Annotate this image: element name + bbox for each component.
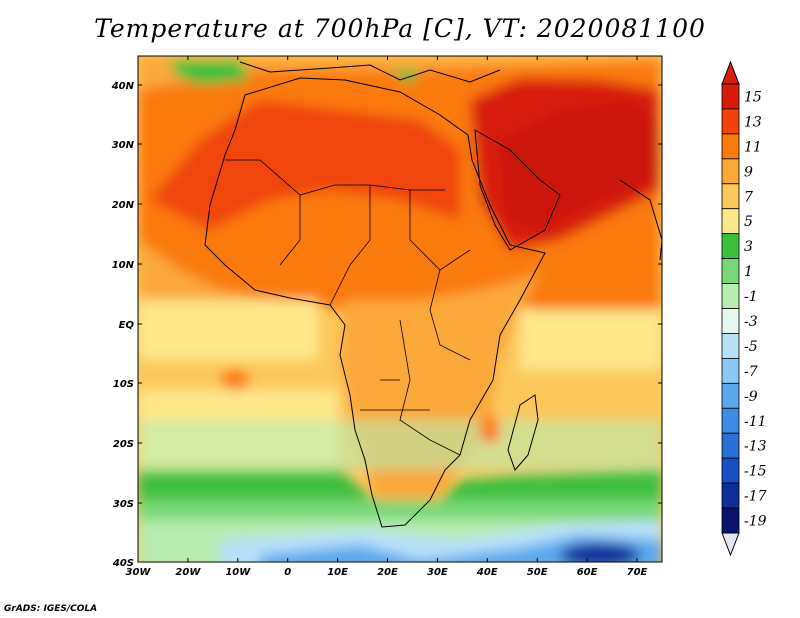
lat-tick-label: 30N xyxy=(112,140,135,151)
madagascar-spot xyxy=(480,416,500,444)
colorbar-swatch xyxy=(721,382,740,409)
map-title: Temperature at 700hPa [C], VT: 202008110… xyxy=(94,14,706,43)
lon-tick-label: 60E xyxy=(577,567,598,578)
lat-axis: 40N 30N 20N 10N EQ 10S 20S 30S 40S xyxy=(111,81,662,569)
lat-tick-label: EQ xyxy=(119,320,135,331)
colorbar-swatch xyxy=(721,158,740,185)
equatorial-band-west xyxy=(138,300,318,360)
colorbar-label: 13 xyxy=(744,114,762,130)
colorbar-label: -3 xyxy=(744,314,758,330)
africa-coastline xyxy=(204,77,546,528)
atlantic-spot xyxy=(221,370,249,390)
colorbar-label: -9 xyxy=(744,389,758,405)
colorbar-label: -15 xyxy=(744,464,767,480)
colorbar-bottom-arrow xyxy=(721,532,740,557)
country-borders xyxy=(225,159,471,456)
colorbar-label: -7 xyxy=(744,364,758,380)
lon-tick-label: 40E xyxy=(476,567,498,578)
colorbar-label: 11 xyxy=(744,139,762,155)
colorbar-top-arrow xyxy=(721,60,740,85)
colorbar-swatch xyxy=(721,133,740,160)
lat-tick-label: 20N xyxy=(112,200,135,211)
lon-tick-label: 10W xyxy=(225,567,251,578)
colorbar-swatch xyxy=(721,83,740,110)
colorbar-swatch xyxy=(721,208,740,235)
colorbar-swatch xyxy=(721,308,740,334)
equatorial-band-east xyxy=(520,310,662,370)
colorbar-swatch xyxy=(721,357,740,384)
europe-west-green xyxy=(170,60,250,85)
colorbar-label: -5 xyxy=(744,339,758,355)
lon-tick-label: 30E xyxy=(427,567,448,578)
colorbar-label: -19 xyxy=(744,514,767,530)
cold-core xyxy=(560,543,640,562)
arabia-coastline xyxy=(474,129,561,251)
india-coastline xyxy=(619,179,662,261)
lat-tick-label: 30S xyxy=(113,499,134,510)
lon-tick-label: 20W xyxy=(175,567,201,578)
south-pale-green xyxy=(138,420,662,470)
colorbar-label: -1 xyxy=(744,289,758,305)
lat-tick-label: 10S xyxy=(113,379,134,390)
colorbar-swatch xyxy=(721,258,740,284)
lon-tick-label: 20E xyxy=(377,567,398,578)
arabia-core xyxy=(500,100,660,230)
sahara-hot-region xyxy=(150,100,460,230)
madagascar-coastline xyxy=(507,394,539,471)
colorbar-swatch xyxy=(721,482,740,509)
lon-axis: 30W 20W 10W 0 10E 20E 30E 40E 50E 60E 70E xyxy=(126,56,648,578)
colorbar-swatch xyxy=(721,457,740,484)
colorbar-label: 5 xyxy=(744,214,753,230)
grads-credit: GrADS: IGES/COLA xyxy=(4,604,98,614)
colorbar-label: 7 xyxy=(744,189,753,205)
colorbar-swatch xyxy=(721,507,740,534)
lon-tick-label: 0 xyxy=(284,567,291,578)
map-frame xyxy=(137,55,663,563)
colorbar-label: 3 xyxy=(744,239,753,255)
colorbar-swatch xyxy=(721,233,740,260)
colorbar-swatch xyxy=(721,108,740,135)
colorbar-swatch xyxy=(721,283,740,309)
lat-tick-label: 40N xyxy=(111,81,135,92)
colorbar-label: -11 xyxy=(744,414,767,430)
colorbar-label: -13 xyxy=(744,439,767,455)
lat-tick-label: 40S xyxy=(112,558,134,569)
colorbar-swatch xyxy=(721,183,740,210)
lon-tick-label: 70E xyxy=(627,567,648,578)
lon-tick-label: 30W xyxy=(126,567,152,578)
colorbar: 15 13 11 9 7 5 3 1 -1 -3 -5 -7 -9 -11 -13 -15 -17 -19 xyxy=(721,60,767,557)
greece-green xyxy=(390,70,420,85)
europe-coastline xyxy=(239,61,501,83)
lon-tick-label: 10E xyxy=(327,567,348,578)
lat-tick-label: 10N xyxy=(112,260,135,271)
colorbar-swatch xyxy=(721,333,740,359)
coastlines xyxy=(204,61,662,528)
colorbar-swatch xyxy=(721,432,740,459)
colorbar-label: 9 xyxy=(744,164,753,180)
temperature-field xyxy=(138,56,662,562)
colorbar-label: 1 xyxy=(744,264,753,280)
lat-tick-label: 20S xyxy=(113,439,134,450)
colorbar-swatch xyxy=(721,407,740,434)
colorbar-label: -17 xyxy=(744,489,767,505)
colorbar-label: 15 xyxy=(744,89,762,105)
lon-tick-label: 50E xyxy=(527,567,548,578)
